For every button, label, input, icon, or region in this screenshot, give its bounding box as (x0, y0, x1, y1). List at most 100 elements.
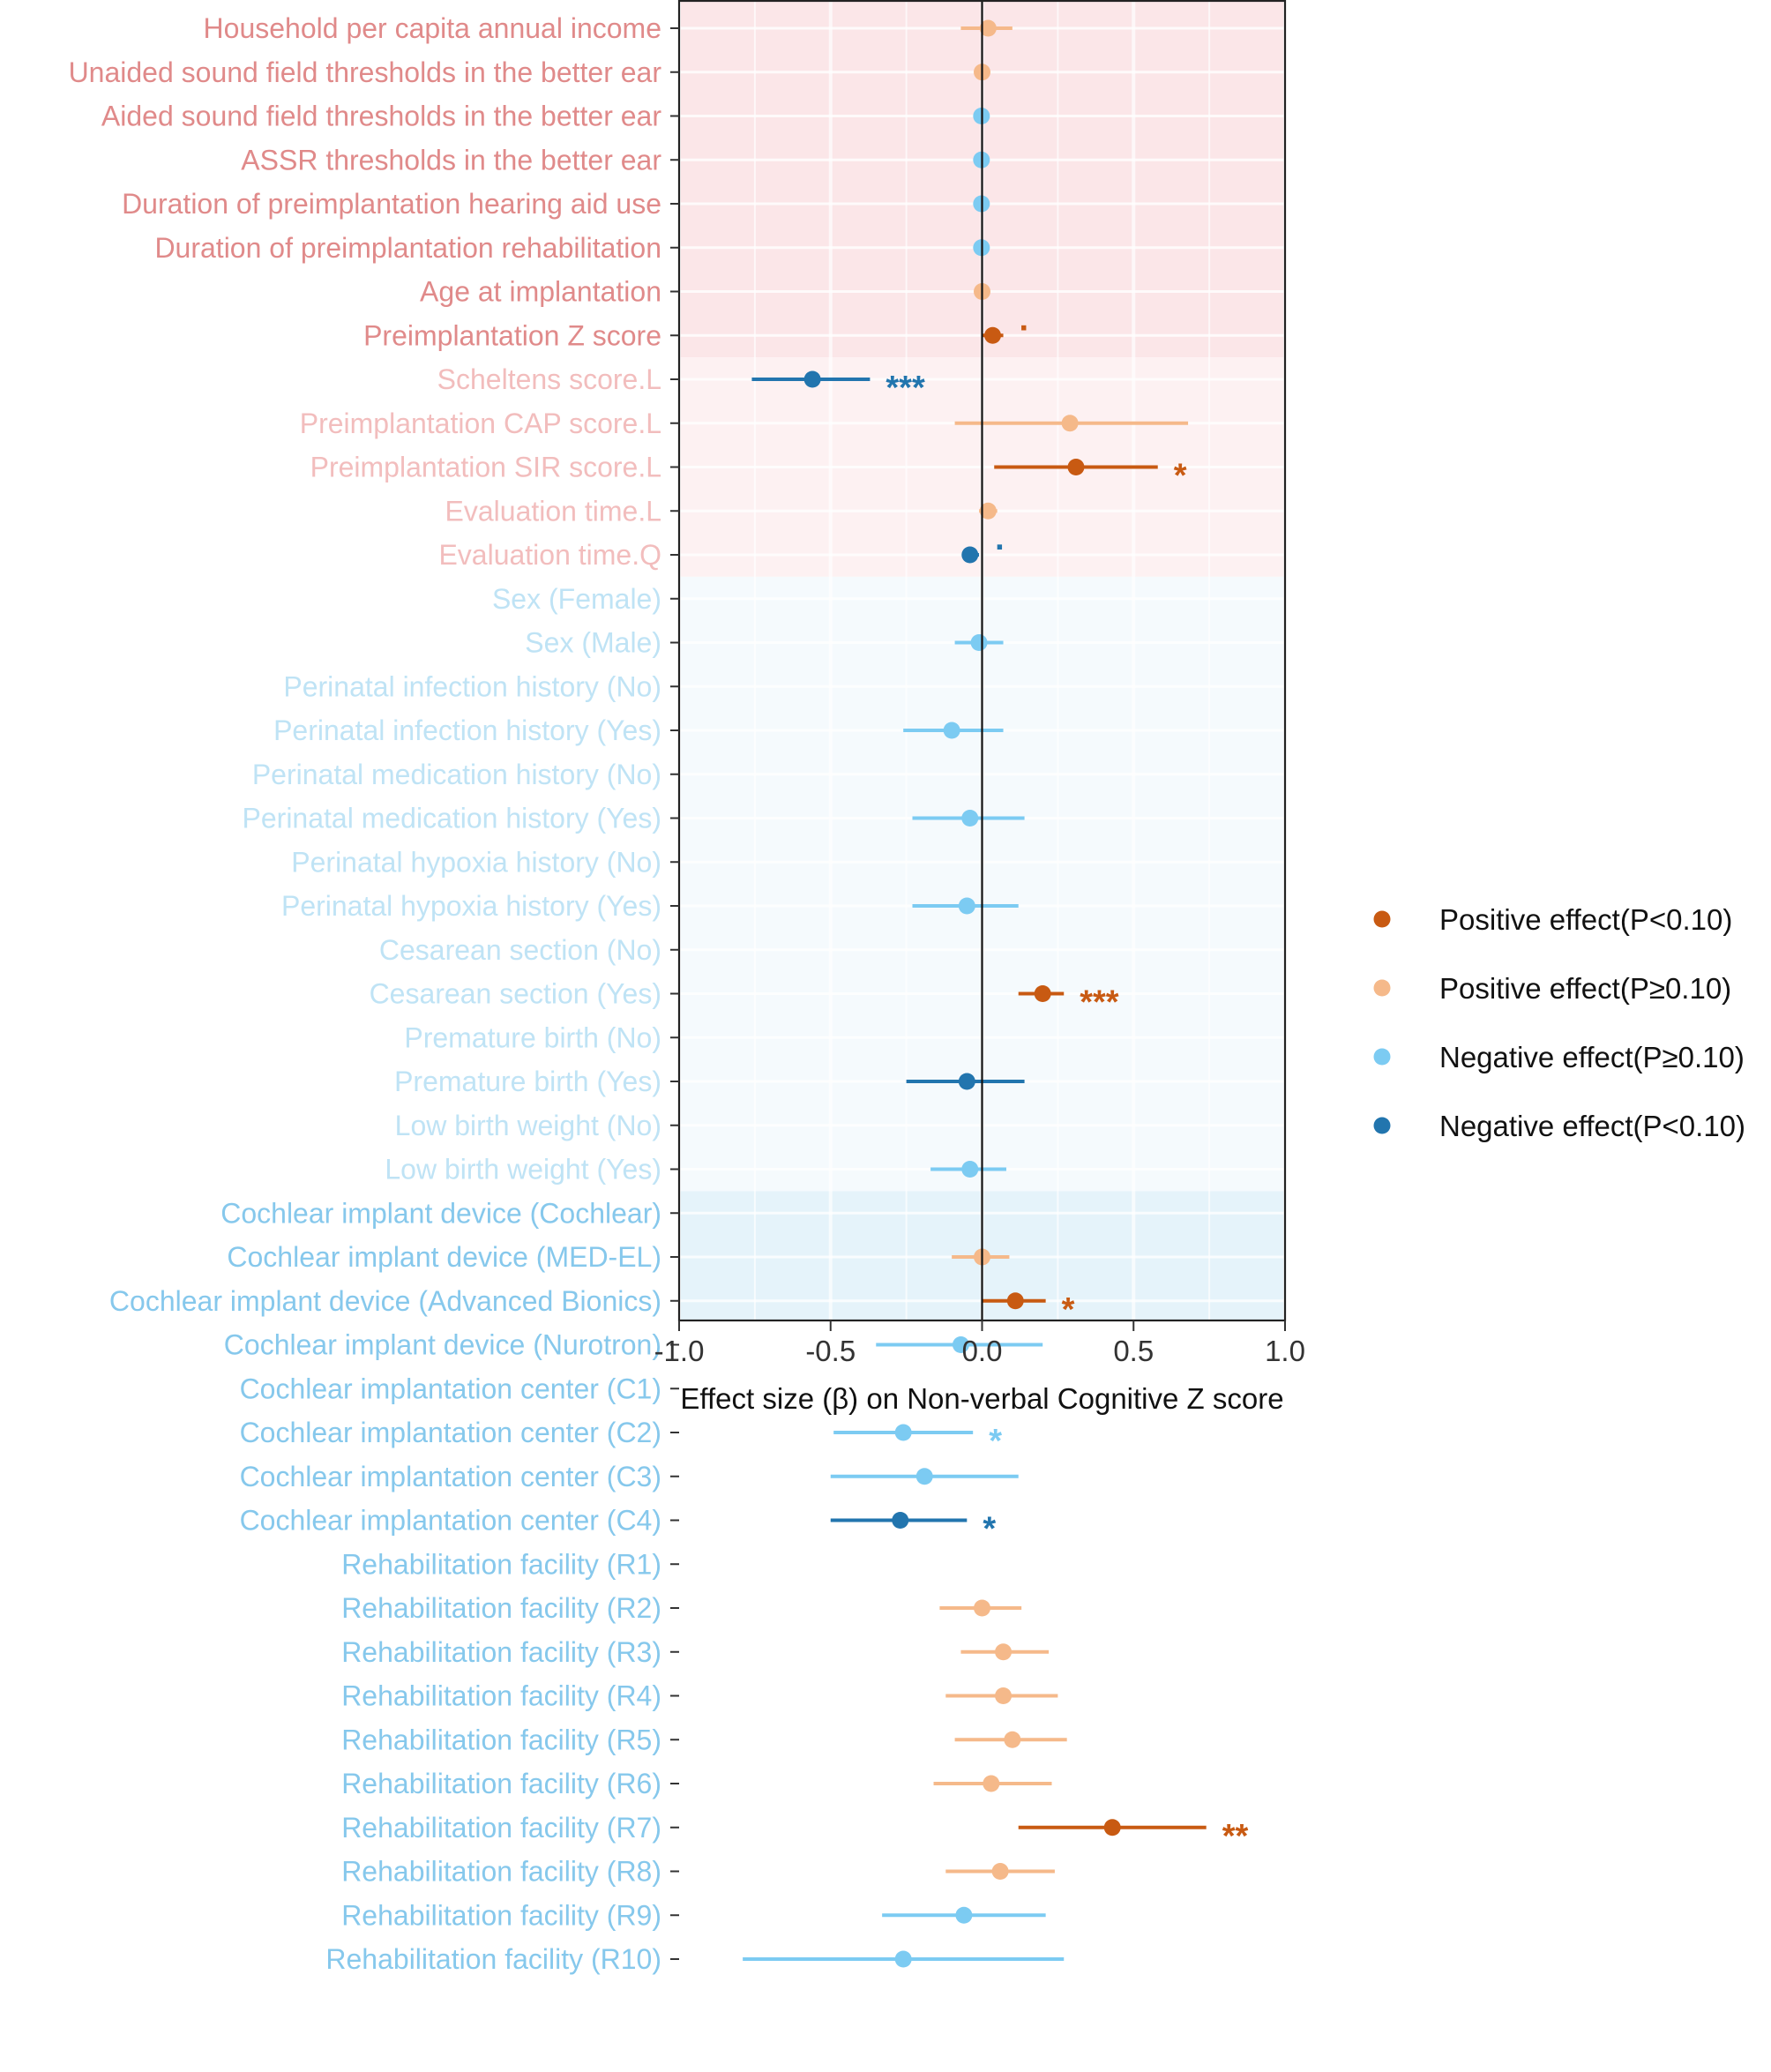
row-label: Preimplantation CAP score.L (300, 408, 661, 439)
point-estimate (894, 1950, 912, 1968)
significance-mark: . (1020, 301, 1029, 338)
row-label: Perinatal infection history (Yes) (273, 714, 661, 746)
row-label: Rehabilitation facility (R7) (341, 1812, 661, 1844)
row-label: Rehabilitation facility (R8) (341, 1856, 661, 1888)
row-label: Scheltens score.L (437, 363, 661, 395)
x-tick-label: -0.5 (805, 1335, 856, 1367)
row-label: Aided sound field thresholds in the bett… (101, 101, 661, 132)
row-label: Cochlear implantation center (C3) (240, 1461, 661, 1492)
legend: Positive effect(P<0.10) Positive effect(P… (1373, 903, 1745, 1142)
x-tick-label: -1.0 (654, 1335, 705, 1367)
row-label: Duration of preimplantation rehabilitati… (154, 232, 661, 264)
row-label: Evaluation time.Q (438, 539, 661, 571)
x-tick-label: 0.0 (962, 1335, 1003, 1367)
point-estimate (958, 1073, 975, 1090)
point-estimate (1061, 415, 1079, 432)
row-label: Age at implantation (420, 276, 661, 308)
legend-key (1373, 1117, 1391, 1134)
row-label: Cochlear implantation center (C4) (240, 1505, 661, 1537)
point-estimate (1034, 985, 1051, 1002)
legend-label: Positive effect(P<0.10) (1439, 903, 1732, 936)
row-label: Perinatal medication history (Yes) (243, 803, 661, 834)
row-label: Rehabilitation facility (R3) (341, 1636, 661, 1668)
effect-marks: .****.******** (743, 19, 1249, 1968)
row-label: Perinatal hypoxia history (Yes) (281, 890, 661, 922)
row-label: Rehabilitation facility (R2) (341, 1592, 661, 1624)
point-estimate (979, 19, 997, 37)
point-estimate (1103, 1819, 1121, 1836)
point-estimate (974, 1599, 990, 1617)
point-estimate (961, 810, 979, 827)
point-estimate (1004, 1731, 1021, 1748)
point-estimate (979, 502, 997, 520)
row-label: Perinatal medication history (No) (252, 759, 661, 790)
point-estimate (984, 326, 1002, 344)
row-label: Cesarean section (Yes) (370, 978, 661, 1010)
row-label: Rehabilitation facility (R5) (341, 1724, 661, 1755)
significance-mark: . (995, 520, 1005, 557)
row-label: ASSR thresholds in the better ear (241, 144, 661, 176)
row-label: Perinatal infection history (No) (283, 670, 661, 702)
row-label: Rehabilitation facility (R9) (341, 1899, 661, 1931)
point-estimate (892, 1512, 909, 1529)
point-estimate (952, 1336, 969, 1353)
significance-mark: ** (1222, 1818, 1249, 1855)
x-tick-label: 0.5 (1113, 1335, 1154, 1367)
point-estimate (961, 1161, 979, 1178)
row-label: Cochlear implant device (Advanced Bionic… (109, 1285, 661, 1317)
significance-mark: * (1174, 458, 1187, 495)
row-label: Rehabilitation facility (R6) (341, 1768, 661, 1799)
point-estimate (991, 1863, 1009, 1880)
significance-mark: * (1062, 1291, 1075, 1328)
legend-label: Negative effect(P<0.10) (1439, 1110, 1745, 1142)
point-estimate (995, 1687, 1013, 1704)
row-label: Cochlear implantation center (C1) (240, 1373, 661, 1404)
row-label: Low birth weight (Yes) (385, 1154, 661, 1186)
point-estimate (983, 1775, 1000, 1792)
point-estimate (961, 546, 979, 564)
significance-mark: * (983, 1511, 996, 1548)
row-label: Rehabilitation facility (R1) (341, 1548, 661, 1580)
row-label: Evaluation time.L (445, 495, 661, 527)
row-label: Household per capita annual income (204, 12, 661, 44)
point-estimate (958, 897, 975, 915)
significance-mark: *** (886, 370, 925, 407)
point-estimate (1067, 459, 1085, 475)
point-estimate (915, 1468, 933, 1485)
point-estimate (943, 722, 960, 739)
point-estimate (803, 370, 821, 388)
row-label: Unaided sound field thresholds in the be… (69, 56, 662, 88)
row-label: Premature birth (Yes) (394, 1066, 661, 1097)
row-label: Cochlear implant device (MED-EL) (227, 1241, 661, 1273)
legend-key (1373, 979, 1391, 997)
row-label: Preimplantation SIR score.L (310, 452, 661, 483)
row-label: Low birth weight (No) (395, 1110, 661, 1141)
row-label: Sex (Female) (492, 583, 661, 615)
row-label: Perinatal hypoxia history (No) (291, 846, 661, 878)
x-tick-label: 1.0 (1265, 1335, 1305, 1367)
point-estimate (1006, 1292, 1024, 1310)
row-label: Rehabilitation facility (R4) (341, 1680, 661, 1712)
significance-mark: * (989, 1423, 1002, 1460)
row-label: Cochlear implantation center (C2) (240, 1417, 661, 1448)
legend-key (1373, 910, 1391, 928)
significance-mark: *** (1080, 984, 1119, 1021)
row-label: Cochlear implant device (Nurotron) (224, 1329, 661, 1361)
row-label: Preimplantation Z score (363, 319, 661, 351)
row-label: Rehabilitation facility (R10) (325, 1943, 661, 1975)
legend-key (1373, 1048, 1391, 1066)
row-label: Cesarean section (No) (379, 934, 661, 966)
point-estimate (955, 1906, 973, 1924)
legend-label: Positive effect(P≥0.10) (1439, 972, 1731, 1005)
point-estimate (970, 634, 988, 651)
row-label: Premature birth (No) (404, 1021, 661, 1053)
legend-label: Negative effect(P≥0.10) (1439, 1041, 1745, 1073)
row-label: Sex (Male) (525, 627, 661, 659)
point-estimate (894, 1424, 912, 1441)
row-label: Cochlear implant device (Cochlear) (220, 1197, 661, 1229)
point-estimate (995, 1643, 1013, 1661)
row-labels: Household per capita annual income Unaide… (69, 12, 662, 1975)
axes: -1.0 -0.5 0.0 0.5 1.0 (654, 0, 1305, 1960)
x-axis-label: Effect size (β) on Non-verbal Cognitive … (680, 1382, 1283, 1415)
